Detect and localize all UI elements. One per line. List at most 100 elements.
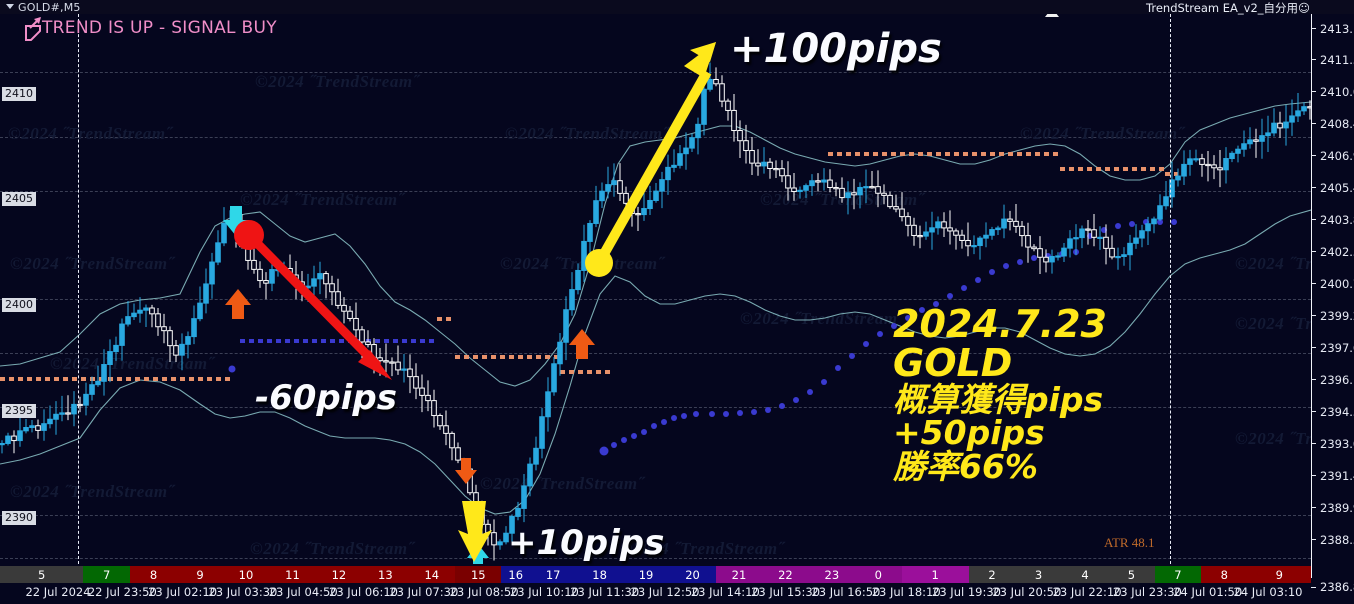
time-axis-label: 23 Jul 15:30	[751, 585, 821, 599]
gridline-h	[0, 407, 1311, 408]
price-tick-label: 2410.00	[1320, 85, 1354, 99]
session-segment[interactable]: 9	[1247, 566, 1312, 583]
time-axis-label: 23 Jul 16:50	[811, 585, 881, 599]
price-tick: 2402.30	[1311, 245, 1354, 259]
session-segment[interactable]: 10	[222, 566, 270, 583]
time-axis[interactable]: 22 Jul 2024 22 Jul 23:50 23 Jul 02:10 23 Ju…	[0, 583, 1354, 604]
session-segment[interactable]: 2	[968, 566, 1016, 583]
time-axis-label: 23 Jul 07:30	[389, 585, 459, 599]
price-tick-label: 2391.45	[1320, 469, 1354, 483]
dropdown-triangle-icon[interactable]	[6, 4, 14, 9]
time-axis-label: 23 Jul 03:30	[208, 585, 278, 599]
price-tag-left: 2390	[2, 511, 36, 525]
buy-trade-marker	[585, 42, 716, 277]
price-tick: 2400.75	[1311, 277, 1354, 291]
sell-trade-marker	[234, 220, 392, 380]
summary-pips: +50pips	[893, 413, 1045, 453]
price-tick: 2393.00	[1311, 437, 1354, 451]
trade-result-label-3: +100pips	[730, 26, 942, 72]
trade-result-label-2: +10pips	[508, 523, 665, 563]
time-axis-label: 23 Jul 19:30	[932, 585, 1001, 599]
time-axis-label: 23 Jul 10:10	[509, 585, 579, 599]
buy-signal-arrow	[225, 289, 251, 319]
session-segment[interactable]: 14	[408, 566, 456, 583]
price-tick: 2411.55	[1311, 53, 1354, 67]
price-tick-label: 2403.85	[1320, 213, 1354, 227]
session-segment[interactable]: 7	[83, 566, 130, 583]
session-segment[interactable]: 20	[669, 566, 716, 583]
session-segment[interactable]: 18	[576, 566, 623, 583]
last-price-label: 2386.80	[1311, 580, 1354, 594]
gridline-h	[0, 515, 1311, 516]
resistance-dotted-line	[0, 152, 1178, 381]
price-tick-label: 2393.00	[1320, 437, 1354, 451]
session-segment[interactable]: 9	[177, 566, 223, 583]
time-axis-label: 23 Jul 12:50	[630, 585, 700, 599]
session-segment[interactable]: 5	[0, 566, 84, 583]
session-segment[interactable]: 12	[315, 566, 363, 583]
price-tick: 2406.90	[1311, 149, 1354, 163]
session-segment[interactable]: 15	[455, 566, 502, 583]
session-segment[interactable]: 1	[901, 566, 969, 583]
summary-caption: 概算獲得pips	[893, 379, 1104, 419]
chart-title-bar: GOLD#,M5 TrendStream EA_v2_自分用☺	[0, 0, 1354, 15]
session-segment[interactable]: 7	[1154, 566, 1202, 583]
time-axis-label: 23 Jul 02:10	[148, 585, 218, 599]
price-axis-divider	[1311, 0, 1312, 578]
price-tick: 2408.45	[1311, 117, 1354, 131]
session-segment[interactable]: 4	[1061, 566, 1109, 583]
time-axis-label: 23 Jul 08:50	[449, 585, 519, 599]
session-segment[interactable]: 0	[855, 566, 902, 583]
time-axis-label: 23 Jul 06:10	[329, 585, 398, 599]
session-segment[interactable]: 11	[269, 566, 316, 583]
price-scale[interactable]: 2413.10 2411.55 2410.00 2408.45 2406.90 …	[1311, 0, 1354, 604]
price-tick-label: 2406.90	[1320, 149, 1354, 163]
price-tick: 2413.10	[1311, 22, 1354, 36]
price-tick: 2405.40	[1311, 181, 1354, 195]
session-segment[interactable]: 16	[501, 566, 530, 583]
session-segment[interactable]: 19	[622, 566, 670, 583]
time-axis-label: 23 Jul 22:10	[1052, 585, 1122, 599]
trade-result-label-1: -60pips	[255, 378, 397, 418]
session-segment[interactable]: 17	[529, 566, 577, 583]
session-segment[interactable]: 13	[362, 566, 409, 583]
time-axis-label: 24 Jul 01:50	[1173, 585, 1243, 599]
ea-name-label: TrendStream EA_v2_自分用☺	[1146, 1, 1310, 15]
summary-instrument: GOLD	[893, 340, 1013, 385]
day-separator-line	[1170, 14, 1171, 564]
price-tick-label: 2396.10	[1320, 373, 1354, 387]
sell-signal-arrow	[223, 206, 249, 236]
price-tick-label: 2397.65	[1320, 341, 1354, 355]
session-segment[interactable]: 22	[762, 566, 809, 583]
price-tick-label: 2388.35	[1320, 533, 1354, 547]
price-tick: 2388.35	[1311, 533, 1354, 547]
session-segment[interactable]: 5	[1108, 566, 1155, 583]
gridline-h	[0, 558, 1311, 559]
session-segment[interactable]: 8	[129, 566, 178, 583]
time-axis-label: 24 Jul 03:10	[1233, 585, 1303, 599]
price-tick: 2403.85	[1311, 213, 1354, 227]
session-segment[interactable]: 3	[1015, 566, 1062, 583]
price-tick-label: 2411.55	[1320, 53, 1354, 67]
price-tick: 2389.90	[1311, 501, 1354, 515]
price-plot-area[interactable]: ©2024 ˝TrendStream˝ ©2024 ˝TrendStream˝ …	[0, 14, 1311, 564]
session-segment[interactable]: 21	[715, 566, 763, 583]
price-tick-label: 2400.75	[1320, 277, 1354, 291]
price-tick-label: 2389.90	[1320, 501, 1354, 515]
price-tag-left: 2410	[2, 87, 36, 101]
session-segment[interactable]: 8	[1201, 566, 1248, 583]
price-tick: 2399.20	[1311, 309, 1354, 323]
time-axis-label: 23 Jul 11:30	[570, 585, 640, 599]
time-axis-label: 23 Jul 18:10	[871, 585, 941, 599]
day-separator-line	[78, 14, 79, 564]
price-tag-left: 2400	[2, 298, 36, 312]
gridline-h	[0, 353, 1311, 354]
gridline-h	[0, 299, 1311, 300]
summary-date: 2024.7.23	[893, 302, 1107, 346]
gridline-h	[0, 72, 1311, 73]
trade-annotation-layer	[223, 42, 716, 564]
session-color-bar[interactable]: 5 7 8 9 10 11 12 13 14 15 16 17 18 19 20 21 22 23 0 1 2 3 4 5 7 8…	[0, 566, 1312, 583]
session-segment[interactable]: 23	[808, 566, 856, 583]
price-tag-left: 2405	[2, 192, 36, 206]
